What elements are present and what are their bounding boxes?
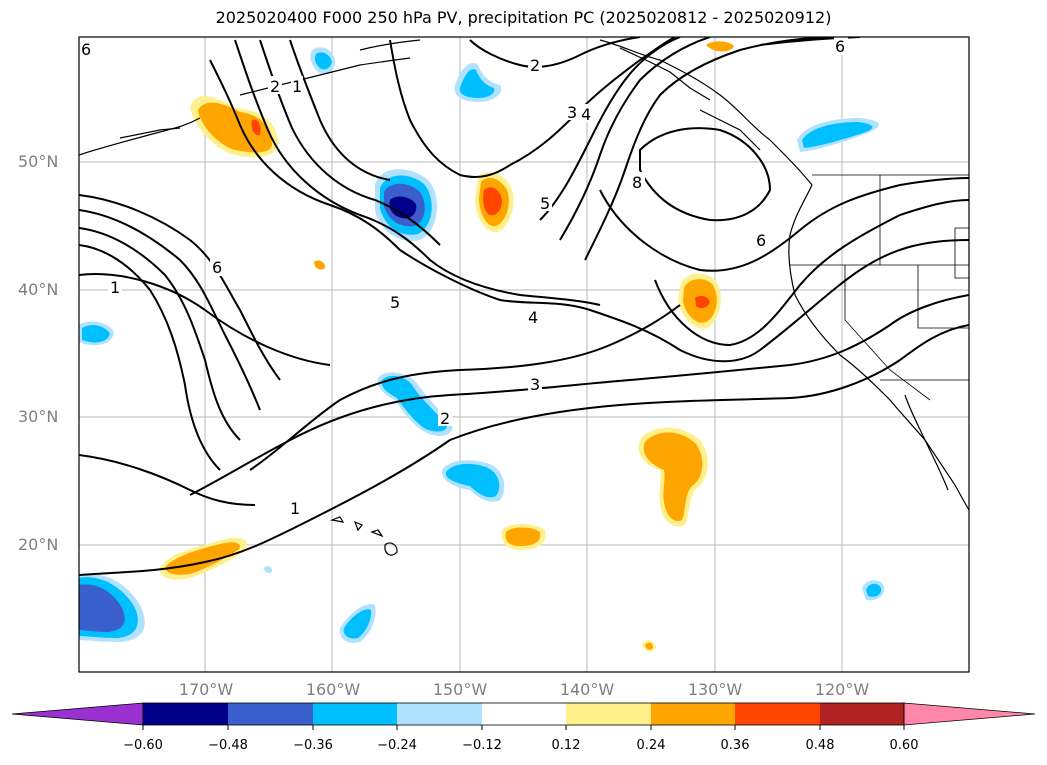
contour-label: 8 [632, 173, 642, 192]
contour-label: 6 [81, 40, 91, 59]
lon-label-170w: 170°W [178, 680, 234, 699]
lon-label-120w: 120°W [814, 680, 870, 699]
contour-label: 2 [440, 409, 450, 428]
lat-label-30n: 30°N [18, 407, 59, 426]
precip-blob [251, 119, 261, 136]
contour-label: 4 [581, 105, 591, 124]
contour-label: 6 [212, 258, 222, 277]
colorbar-tick: 0.36 [720, 738, 750, 753]
pv-contours [79, 37, 969, 576]
contour-label: 1 [292, 77, 302, 96]
colorbar-tick: −0.36 [293, 738, 333, 753]
precip-blob [505, 527, 541, 546]
colorbar-bin [228, 703, 313, 725]
contour-label: 5 [540, 194, 550, 213]
plot-frame [78, 36, 970, 673]
precip-blob [445, 463, 500, 498]
colorbar-tick: −0.48 [208, 738, 248, 753]
precip-blob [82, 325, 110, 343]
colorbar-extend-low [11, 702, 144, 726]
colorbar-bin [566, 703, 651, 725]
lon-label-150w: 150°W [432, 680, 488, 699]
contour-label: 2 [530, 56, 540, 75]
lon-label-160w: 160°W [305, 680, 361, 699]
contour-label: 3 [530, 375, 540, 394]
colorbar-bin [735, 703, 820, 725]
colorbar-bin [143, 703, 228, 725]
colorbar-extend-high [903, 702, 1036, 726]
colorbar-bin [820, 703, 904, 725]
precip-blob [343, 609, 372, 639]
political-borders [790, 174, 969, 401]
precip-blob [264, 566, 273, 574]
lon-label-140w: 140°W [559, 680, 615, 699]
contour-label: 1 [290, 499, 300, 518]
lat-label-50n: 50°N [18, 152, 59, 171]
colorbar-tick: −0.24 [377, 738, 417, 753]
lon-label-130w: 130°W [687, 680, 743, 699]
contour-label: 6 [835, 37, 845, 56]
colorbar-tick: 0.60 [889, 738, 919, 753]
precip-blob [643, 432, 703, 522]
lat-label-40n: 40°N [18, 280, 59, 299]
precip-blob [695, 295, 710, 309]
precip-blob [389, 196, 417, 219]
contour-label: 5 [390, 293, 400, 312]
precip-blob [198, 102, 272, 153]
contour-label: 6 [756, 231, 766, 250]
colorbar-bin [482, 703, 566, 725]
precipitation-shading [79, 41, 885, 652]
contour-label: 4 [528, 308, 538, 327]
precip-blob [866, 583, 882, 597]
precip-blob [314, 260, 326, 270]
colorbar-tick: 0.24 [636, 738, 666, 753]
contour-label: 1 [110, 278, 120, 297]
precip-blob [459, 69, 495, 98]
precip-blob [381, 375, 448, 432]
precip-blob [79, 584, 125, 632]
precip-blob [314, 52, 332, 70]
colorbar-bin [397, 703, 482, 725]
lat-label-20n: 20°N [18, 535, 59, 554]
contour-label-group: 6 2 1 2 3 4 6 8 5 6 1 5 4 3 2 1 6 [80, 37, 848, 518]
precip-blob [645, 642, 653, 650]
colorbar [11, 702, 1036, 730]
precip-blob [706, 41, 734, 52]
colorbar-tick: 0.48 [805, 738, 835, 753]
colorbar-bin [313, 703, 397, 725]
precip-blob [483, 187, 502, 216]
contour-label: 3 [567, 103, 577, 122]
colorbar-bin [651, 703, 735, 725]
precip-blob [802, 122, 873, 148]
colorbar-tick: 0.12 [551, 738, 581, 753]
map-title: 2025020400 F000 250 hPa PV, precipitatio… [215, 8, 832, 27]
colorbar-tick: −0.12 [462, 738, 502, 753]
contour-label: 2 [270, 77, 280, 96]
colorbar-tick: −0.60 [123, 738, 163, 753]
